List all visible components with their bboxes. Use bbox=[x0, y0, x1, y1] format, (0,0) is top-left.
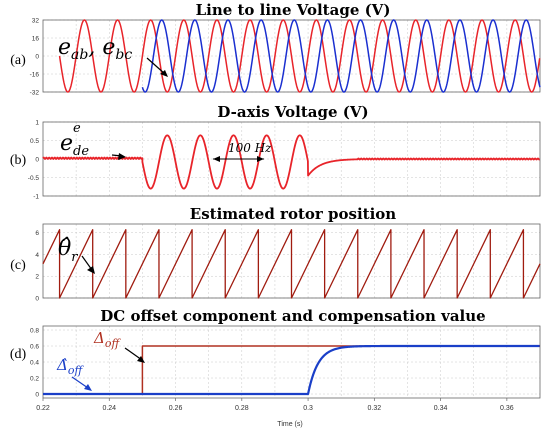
x-tick-label: 0.36 bbox=[500, 405, 514, 412]
y-tick-label: 6 bbox=[35, 230, 39, 237]
y-tick-label: 0 bbox=[35, 392, 39, 399]
anno-a-e2: , e bbox=[88, 35, 115, 60]
panel-c-arrow bbox=[81, 255, 93, 271]
panel-c: Estimated rotor position (c) 6 4 2 0 θ̂r bbox=[10, 205, 541, 303]
panel-a-label: (a) bbox=[10, 53, 26, 68]
freq-annotation: 100 Hz bbox=[228, 141, 272, 155]
anno-b-sup: e bbox=[73, 121, 81, 136]
panel-a-annotation: eab, ebc bbox=[58, 35, 132, 63]
x-tick-label: 0.3 bbox=[303, 405, 313, 412]
y-tick-label: 0 bbox=[35, 54, 39, 61]
panel-d-plot: 0.8 0.6 0.4 0.2 0 0.22 0.24 0.26 0.28 0.3 0.32 0.34… bbox=[30, 325, 541, 412]
panel-b-title: D-axis Voltage (V) bbox=[217, 103, 368, 121]
x-tick-label: 0.32 bbox=[368, 405, 382, 412]
series-line-e-ab bbox=[58, 19, 541, 93]
panel-b-plot: 1 0.5 0 -0.5 -1 bbox=[28, 120, 541, 201]
anno-d-delta-sub: off bbox=[105, 337, 122, 350]
y-tick-label: -1 bbox=[33, 194, 39, 201]
panel-d-arrowhead-offset bbox=[137, 356, 145, 363]
anno-d-delta: Δ bbox=[93, 329, 105, 347]
x-tick-label: 0.26 bbox=[169, 405, 183, 412]
panel-d-label: (d) bbox=[10, 347, 27, 362]
series-line-e-bc bbox=[141, 19, 541, 93]
anno-a-sub1: ab bbox=[71, 47, 88, 63]
y-tick-label: 1 bbox=[35, 120, 39, 127]
panel-d-annotation-offset: Δoff bbox=[93, 329, 121, 350]
panel-d-arrow-offset bbox=[124, 347, 143, 361]
x-axis-label: Time (s) bbox=[277, 421, 302, 428]
y-tick-label: 0 bbox=[35, 157, 39, 164]
panel-d-arrowhead-comp bbox=[84, 384, 92, 391]
series-line-theta bbox=[42, 229, 541, 299]
y-tick-label: 16 bbox=[32, 36, 40, 43]
freq-span-arrow-right bbox=[257, 156, 264, 162]
plot-frame bbox=[42, 121, 541, 197]
panel-a-arrowhead bbox=[160, 70, 168, 77]
freq-span-arrow-left bbox=[213, 156, 220, 162]
panel-c-annotation: θ̂r bbox=[58, 236, 78, 265]
panel-d-annotation-comp: Δ̂off bbox=[56, 356, 84, 377]
panel-b: D-axis Voltage (V) (b) 10.50-0.5-1 ede e… bbox=[10, 103, 541, 201]
panel-a-plot: 32 16 0 -16 -32 bbox=[30, 18, 541, 97]
panel-c-plot: 6 4 2 0 bbox=[35, 223, 541, 303]
x-tick-label: 0.28 bbox=[235, 405, 249, 412]
y-tick-label: 4 bbox=[35, 252, 39, 259]
anno-a-e1: e bbox=[58, 35, 71, 60]
panel-a-arrow bbox=[146, 57, 166, 75]
panel-c-title: Estimated rotor position bbox=[190, 205, 397, 223]
anno-c-theta: θ̂ bbox=[58, 236, 71, 261]
anno-b-sub: de bbox=[73, 144, 89, 159]
panel-b-arrowhead bbox=[118, 153, 126, 160]
y-tick-label: 0.2 bbox=[30, 376, 39, 383]
panel-c-label: (c) bbox=[10, 258, 26, 273]
plot-frame bbox=[42, 19, 541, 93]
panel-d-title: DC offset component and compensation val… bbox=[100, 307, 485, 325]
panel-d-arrow-comp bbox=[71, 376, 89, 389]
anno-a-sub2: bc bbox=[115, 47, 132, 63]
series-line-ede bbox=[42, 134, 541, 190]
y-tick-label: 0 bbox=[35, 296, 39, 303]
panel-c-arrowhead bbox=[87, 266, 95, 274]
series-line-compensation bbox=[43, 344, 541, 396]
y-tick-label: 0.4 bbox=[30, 360, 39, 367]
y-tick-label: -32 bbox=[30, 90, 40, 97]
y-tick-label: -16 bbox=[30, 72, 40, 79]
y-tick-label: 2 bbox=[35, 274, 39, 281]
anno-c-sub: r bbox=[71, 250, 78, 265]
panel-d: DC offset component and compensation val… bbox=[10, 307, 541, 428]
y-tick-label: 0.6 bbox=[30, 344, 39, 351]
panel-b-annotation: ede bbox=[60, 131, 89, 159]
y-tick-label: 0.5 bbox=[30, 138, 39, 145]
y-tick-label: -0.5 bbox=[28, 175, 40, 182]
plot-frame bbox=[42, 325, 541, 399]
y-tick-label: 32 bbox=[32, 18, 40, 25]
anno-d-deltahat: Δ̂ bbox=[56, 356, 68, 374]
anno-b-e: e bbox=[60, 131, 73, 156]
anno-d-deltahat-sub: off bbox=[68, 364, 85, 377]
x-tick-label: 0.24 bbox=[102, 405, 116, 412]
x-tick-label: 0.22 bbox=[36, 405, 50, 412]
panel-a: Line to line Voltage (V) (a) 32 16 0 -16 -32… bbox=[10, 1, 541, 97]
panel-b-label: (b) bbox=[10, 153, 27, 168]
panel-a-title: Line to line Voltage (V) bbox=[196, 1, 391, 19]
x-tick-label: 0.34 bbox=[434, 405, 448, 412]
y-tick-label: 0.8 bbox=[30, 328, 39, 335]
